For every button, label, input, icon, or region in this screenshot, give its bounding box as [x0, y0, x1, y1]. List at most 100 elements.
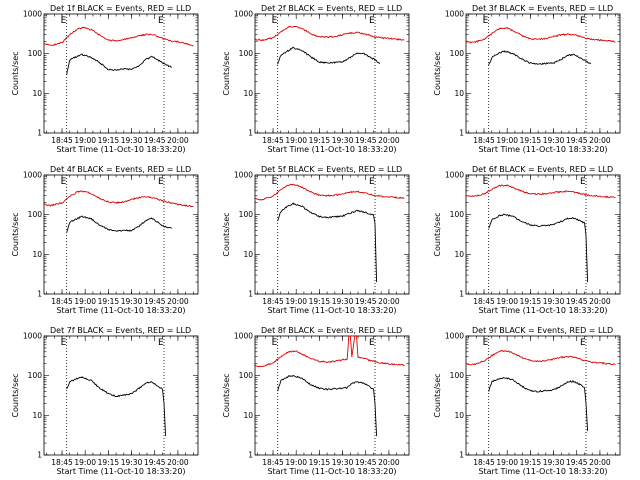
series-black-line: [277, 46, 380, 65]
series-red-line: [43, 190, 194, 208]
x-tick-label: 20:00: [378, 458, 400, 467]
y-axis-label: Counts/sec: [222, 212, 231, 256]
time-marker-label: E: [580, 177, 586, 187]
plot-frame: [254, 13, 410, 134]
y-tick-label: 1000: [234, 171, 253, 180]
y-tick-label: 100: [239, 371, 254, 380]
y-tick-label: 1: [248, 129, 253, 138]
plot-frame: [465, 174, 621, 295]
y-tick-label: 10: [243, 89, 253, 98]
plot-frame: [43, 174, 199, 295]
x-tick-label: 19:00: [285, 297, 307, 306]
x-tick-label: 20:00: [589, 458, 611, 467]
x-tick-label: 19:00: [74, 136, 96, 145]
x-tick-label: 19:45: [566, 136, 588, 145]
x-tick-label: 19:45: [355, 136, 377, 145]
x-tick-label: 19:45: [144, 136, 166, 145]
x-tick-label: 19:00: [74, 297, 96, 306]
x-tick-label: 19:30: [121, 136, 143, 145]
y-tick-label: 1: [459, 129, 464, 138]
y-tick-label: 10: [454, 250, 464, 259]
series-black-line: [488, 50, 591, 66]
y-axis-label: Counts/sec: [11, 373, 20, 417]
y-tick-label: 100: [450, 210, 465, 219]
panel-title: Det 9f BLACK = Events, RED = LLD: [472, 326, 613, 335]
x-tick-label: 19:00: [496, 136, 518, 145]
x-tick-label: 20:00: [589, 136, 611, 145]
x-tick-label: 20:00: [378, 297, 400, 306]
x-tick-label: 19:30: [543, 297, 565, 306]
y-tick-label: 1000: [445, 332, 464, 341]
x-tick-label: 19:30: [121, 297, 143, 306]
y-tick-label: 1000: [234, 10, 253, 19]
plot-frame: [465, 13, 621, 134]
x-tick-label: 18:45: [51, 458, 73, 467]
x-tick-label: 18:45: [262, 136, 284, 145]
y-tick-label: 1: [37, 290, 42, 299]
time-marker-label: E: [580, 338, 586, 348]
series-black-line: [488, 376, 589, 432]
x-tick-label: 19:00: [285, 458, 307, 467]
x-tick-label: 20:00: [167, 297, 189, 306]
time-marker-label: E: [61, 338, 67, 348]
x-axis-label: Start Time (11-Oct-10 18:33:20): [56, 145, 185, 154]
y-tick-label: 1000: [445, 10, 464, 19]
x-tick-label: 19:45: [355, 297, 377, 306]
series-red-line: [465, 350, 616, 366]
x-tick-label: 19:30: [332, 458, 354, 467]
y-axis-label: Counts/sec: [11, 212, 20, 256]
y-tick-label: 1: [459, 290, 464, 299]
y-axis-label: Counts/sec: [11, 51, 20, 95]
x-axis-label: Start Time (11-Oct-10 18:33:20): [267, 306, 396, 315]
time-marker-label: E: [369, 177, 375, 187]
y-axis-label: Counts/sec: [433, 51, 442, 95]
y-tick-label: 1000: [23, 171, 42, 180]
y-tick-label: 1000: [445, 171, 464, 180]
x-tick-label: 19:00: [496, 297, 518, 306]
x-tick-label: 20:00: [167, 458, 189, 467]
panel-4: Det 4f BLACK = Events, RED = LLD 1 10 100 10…: [11, 165, 199, 315]
series-black-line: [66, 53, 172, 76]
y-tick-label: 100: [450, 371, 465, 380]
x-tick-label: 18:45: [262, 458, 284, 467]
x-tick-label: 19:15: [520, 297, 542, 306]
y-tick-label: 10: [32, 411, 42, 420]
x-tick-label: 19:00: [74, 458, 96, 467]
x-axis-label: Start Time (11-Oct-10 18:33:20): [478, 306, 607, 315]
y-tick-label: 100: [28, 210, 43, 219]
time-marker-label: E: [158, 177, 164, 187]
x-tick-label: 19:15: [309, 297, 331, 306]
y-tick-label: 1: [248, 290, 253, 299]
y-tick-label: 10: [454, 411, 464, 420]
time-marker-label: E: [483, 16, 489, 26]
y-tick-label: 100: [28, 371, 43, 380]
x-tick-label: 19:30: [332, 136, 354, 145]
panel-6: Det 6f BLACK = Events, RED = LLD 1 10 100 10…: [433, 165, 621, 315]
x-tick-label: 19:15: [98, 136, 120, 145]
x-tick-label: 20:00: [589, 297, 611, 306]
panel-3: Det 3f BLACK = Events, RED = LLD 1 10 100 10…: [433, 4, 621, 154]
y-tick-label: 10: [32, 250, 42, 259]
y-tick-label: 10: [243, 411, 253, 420]
y-tick-label: 100: [28, 49, 43, 58]
series-red-line: [254, 183, 405, 201]
plot-frame: [43, 13, 199, 134]
panel-title: Det 8f BLACK = Events, RED = LLD: [261, 326, 402, 335]
panel-2: Det 2f BLACK = Events, RED = LLD 1 10 100 10…: [222, 4, 410, 154]
x-tick-label: 19:00: [285, 136, 307, 145]
x-tick-label: 19:15: [520, 458, 542, 467]
y-tick-label: 1: [248, 451, 253, 460]
time-marker-label: E: [483, 338, 489, 348]
panel-7: Det 7f BLACK = Events, RED = LLD 1 10 100 10…: [11, 326, 199, 476]
series-red-line: [465, 184, 616, 199]
time-marker-label: E: [369, 16, 375, 26]
panel-title: Det 5f BLACK = Events, RED = LLD: [261, 165, 402, 174]
panel-title: Det 6f BLACK = Events, RED = LLD: [472, 165, 613, 174]
x-axis-label: Start Time (11-Oct-10 18:33:20): [478, 145, 607, 154]
time-marker-label: E: [158, 16, 164, 26]
x-axis-label: Start Time (11-Oct-10 18:33:20): [478, 467, 607, 476]
x-tick-label: 19:30: [543, 458, 565, 467]
x-tick-label: 18:45: [473, 297, 495, 306]
panel-title: Det 2f BLACK = Events, RED = LLD: [261, 4, 402, 13]
time-marker-label: E: [483, 177, 489, 187]
